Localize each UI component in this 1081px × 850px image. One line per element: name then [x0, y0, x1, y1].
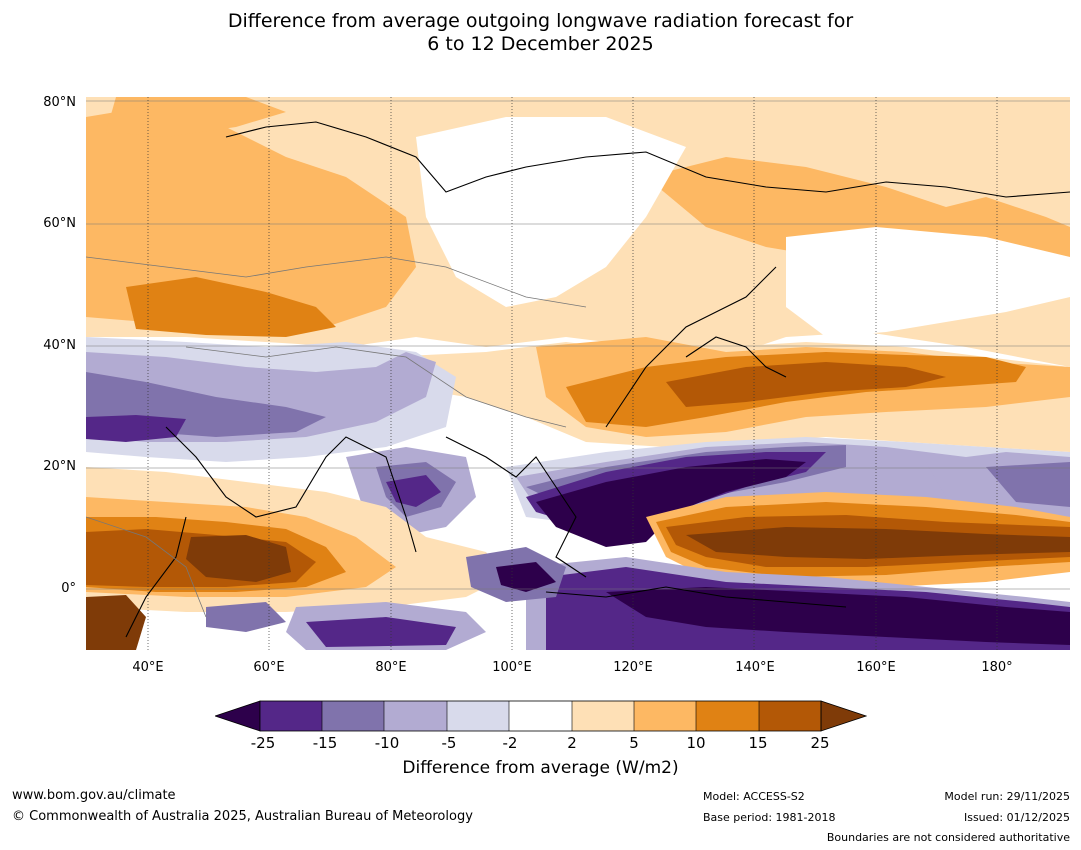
colorbar-dividers — [321, 701, 760, 731]
colorbar-swatch-p2-p5 — [572, 701, 634, 731]
lon-label-180: 180° — [981, 660, 1013, 675]
title-line-2: 6 to 12 December 2025 — [427, 33, 654, 55]
colorbar-tick-m10: -10 — [374, 734, 400, 752]
colorbar-tick-m25: -25 — [250, 734, 276, 752]
colorbar-tick-m5: -5 — [441, 734, 457, 752]
model-name: Model: ACCESS-S2 — [703, 790, 805, 803]
political-boundaries — [86, 256, 587, 618]
lat-label-equator: 0° — [61, 581, 76, 596]
lat-label-40n: 40°N — [43, 338, 76, 353]
map-title: Difference from average outgoing longwav… — [0, 10, 1081, 56]
colorbar-tick-p2: 2 — [567, 734, 577, 752]
colorbar-tick-p25: 25 — [810, 734, 830, 752]
arctic-positive-patch — [106, 97, 286, 137]
colorbar-swatch-m10-m5 — [384, 701, 447, 731]
boundaries-disclaimer: Boundaries are not considered authoritat… — [826, 831, 1070, 844]
north-pacific-neutral-region — [786, 227, 1070, 337]
mozambique-channel-negative-patch — [206, 602, 286, 632]
olr-anomaly-map — [86, 97, 1070, 650]
western-pacific-extreme-positive-core — [686, 527, 1070, 559]
colorbar-tick-m15: -15 — [312, 734, 338, 752]
colorbar-swatch-p10-p15 — [696, 701, 759, 731]
colorbar-extend-high — [820, 700, 867, 732]
lat-label-80n: 80°N — [43, 95, 76, 110]
website-link[interactable]: www.bom.gov.au/climate — [12, 788, 176, 803]
title-line-1: Difference from average outgoing longwav… — [227, 10, 854, 32]
latitude-gridlines — [86, 100, 1070, 590]
colorbar-swatch-p5-p10 — [634, 701, 696, 731]
ne-pacific-moderate-negative-patch — [986, 462, 1070, 507]
colorbar-tick-p5: 5 — [629, 734, 639, 752]
coastlines — [125, 121, 1070, 638]
longitude-gridlines — [147, 97, 998, 650]
colorbar-swatch-m15-m10 — [322, 701, 384, 731]
siberia-neutral-region — [416, 117, 686, 307]
colorbar-outline — [259, 700, 822, 732]
colorbar-tick-p15: 15 — [748, 734, 768, 752]
north-west-positive-patch — [86, 107, 416, 332]
colorbar — [215, 700, 867, 732]
lon-label-80e: 80°E — [375, 660, 407, 675]
lon-label-160e: 160°E — [856, 660, 896, 675]
sw-pacific-very-strong-negative-core — [606, 587, 1070, 645]
colorbar-swatch-m25-m15 — [260, 701, 322, 731]
lat-label-60n: 60°N — [43, 216, 76, 231]
arabia-strong-negative-patch — [86, 415, 186, 442]
lon-label-120e: 120°E — [613, 660, 653, 675]
central-asia-positive-patch — [126, 277, 336, 337]
model-run-date: Model run: 29/11/2025 — [944, 790, 1070, 803]
colorbar-swatch-p15-p25 — [759, 701, 821, 731]
map-svg — [86, 97, 1070, 650]
copyright-text: © Commonwealth of Australia 2025, Austra… — [12, 809, 473, 824]
horn-of-africa-extreme-positive-core — [186, 535, 291, 582]
base-period: Base period: 1981-2018 — [703, 811, 836, 824]
southern-indian-ocean-strong-negative-strip — [306, 617, 456, 647]
colorbar-extend-low — [215, 700, 261, 732]
lat-label-20n: 20°N — [43, 459, 76, 474]
colorbar-tick-m2: -2 — [502, 734, 518, 752]
colorbar-swatch-m2-p2 — [509, 701, 572, 731]
issued-date: Issued: 01/12/2025 — [963, 811, 1070, 824]
colorbar-title: Difference from average (W/m2) — [402, 758, 679, 778]
lon-label-140e: 140°E — [735, 660, 775, 675]
java-very-strong-negative-patch — [496, 562, 556, 592]
lon-label-60e: 60°E — [253, 660, 285, 675]
colorbar-tick-p10: 10 — [686, 734, 706, 752]
lon-label-40e: 40°E — [132, 660, 164, 675]
lon-label-100e: 100°E — [492, 660, 532, 675]
south-china-sea-very-strong-negative-core — [536, 459, 806, 547]
colorbar-swatch-m5-m2 — [447, 701, 509, 731]
east-africa-extreme-positive-core — [86, 595, 146, 650]
